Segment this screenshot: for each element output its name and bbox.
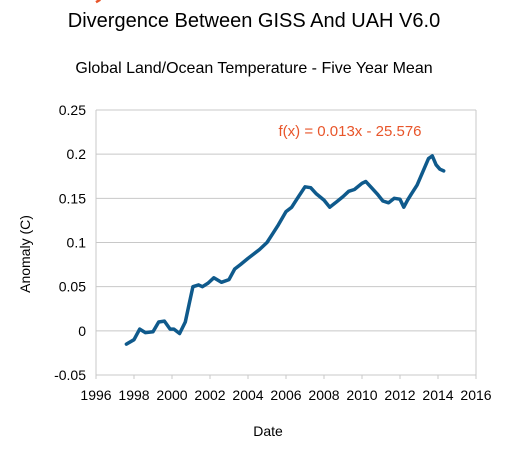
x-tick-label: 2010 [346,387,377,403]
x-tick-label: 2002 [194,387,225,403]
x-tick-labels: 1996 1998 2000 2002 2004 2006 2008 2010 2012 2014… [80,375,492,403]
x-tick-label: 2016 [460,387,491,403]
y-tick-label: 0.1 [67,235,87,251]
x-tick-label: 2006 [270,387,301,403]
chart-subtitle: Global Land/Ocean Temperature - Five Yea… [75,60,433,77]
grid-lines [95,109,477,376]
trendline-group [95,0,103,4]
y-tick-label: 0.15 [59,190,86,206]
x-tick-label: 1998 [118,387,149,403]
series-group [124,154,446,346]
x-axis-label: Date [253,423,283,439]
y-tick-label: 0.05 [59,279,86,295]
trendline [95,0,103,4]
trendline-label: f(x) = 0.013x - 25.576 [279,123,422,140]
x-tick-label: 2012 [384,387,415,403]
y-tick-label: 0.2 [67,146,87,162]
y-tick-label: 0.25 [59,102,86,118]
x-tick-label: 2004 [232,387,263,403]
chart-title: Divergence Between GISS And UAH V6.0 [67,10,441,32]
series-line [124,154,446,346]
y-axis-label: Anomaly (C) [17,215,33,293]
x-tick-label: 2008 [308,387,339,403]
x-tick-label: 1996 [80,387,111,403]
y-tick-label: 0 [78,323,86,339]
y-tick-label: -0.05 [54,367,86,383]
y-tick-labels: -0.05 0 0.05 0.1 0.15 0.2 0.25 [54,102,86,383]
x-tick-label: 2014 [422,387,453,403]
x-tick-label: 2000 [156,387,187,403]
